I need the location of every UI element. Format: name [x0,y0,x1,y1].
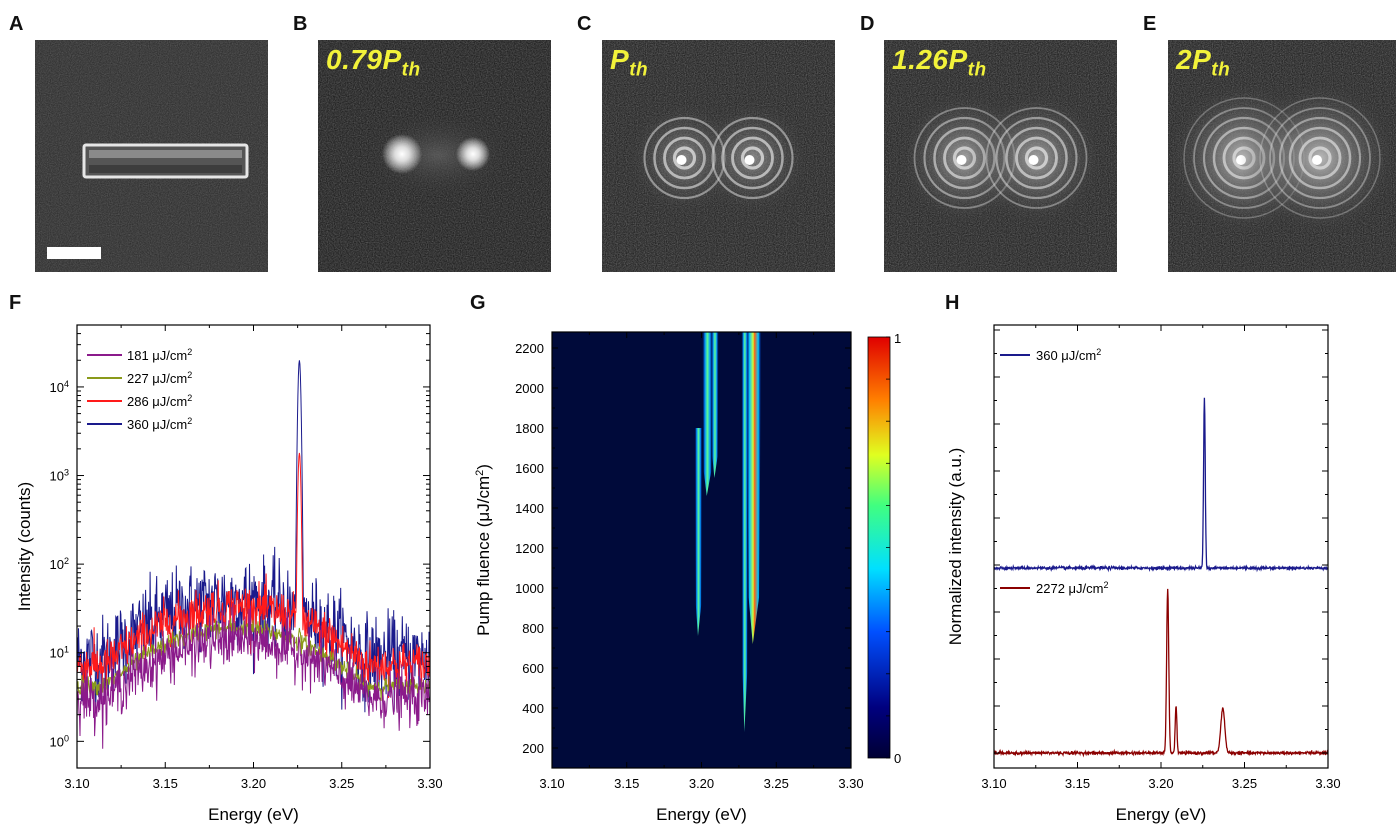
chart-g-y-tick-label: 1200 [515,541,544,556]
chart-f-x-tick-label: 3.15 [153,776,178,791]
chart-h-legend-1: 2272 μJ/cm2 [1000,580,1108,596]
chart-g-y-tick-label: 2000 [515,381,544,396]
chart-f-y-tick-label: 101 [50,645,69,661]
chart-g-y-tick-label: 600 [522,661,544,676]
legend-label-f-3: 360 μJ/cm2 [127,416,192,432]
panel-label-e: E [1143,13,1157,35]
chart-f-y-tick-label: 103 [50,468,69,484]
chart-f-x-title: Energy (eV) [208,805,299,824]
chart-h-x-tick-label: 3.25 [1232,776,1257,791]
chart-f-x-tick-label: 3.10 [64,776,89,791]
chart-g-x-title: Energy (eV) [656,805,747,824]
legend-label-f-0: 181 μJ/cm2 [127,347,192,363]
panel-label-a: A [9,13,24,35]
series-line-h-1 [993,588,1329,758]
chart-g-y-tick-label: 400 [522,701,544,716]
colorbar-tick-min: 0 [894,751,901,766]
chart-g-x-tick-label: 3.30 [838,776,863,791]
chart-g-y-tick-label: 1600 [515,461,544,476]
heatmap-mode-1 [702,332,713,496]
panel-label-h: H [945,292,960,314]
chart-f: 3.10 3.15 3.20 3.25 3.30 100 101 102 103 104 Energ… [15,324,443,824]
heatmap-mode-4 [746,332,762,644]
legend-label-h-0: 360 μJ/cm2 [1036,347,1101,363]
chart-f-x-tick-label: 3.20 [241,776,266,791]
chart-g-y-tick-label: 2200 [515,341,544,356]
chart-h-x-tick-label: 3.15 [1065,776,1090,791]
chart-h-x-tick-label: 3.20 [1148,776,1173,791]
emission-image-c: Pth [602,40,835,272]
chart-h-x-tick-label: 3.10 [981,776,1006,791]
heatmap-mode-3 [741,332,749,732]
power-label-d: 1.26Pth [892,44,987,81]
chart-f-x-tick-label: 3.30 [417,776,442,791]
chart-h-frame [993,324,1329,769]
chart-f-x-ticks: 3.10 3.15 3.20 3.25 3.30 [64,325,443,791]
chart-g-x-tick-label: 3.20 [689,776,714,791]
chart-h-x-ticks: 3.10 3.15 3.20 3.25 3.30 [981,325,1341,791]
chart-f-x-tick-label: 3.25 [329,776,354,791]
panel-label-g: G [470,292,486,314]
chart-g-y-tick-label: 1400 [515,501,544,516]
chart-h-y-title: Normalized intensity (a.u.) [946,448,965,645]
chart-f-y-tick-label: 100 [50,733,69,749]
chart-h: 3.10 3.15 3.20 3.25 3.30 Energy (eV) Normalize… [946,324,1341,824]
legend-label-f-1: 227 μJ/cm2 [127,370,192,386]
emission-image-d: 1.26Pth [884,40,1117,272]
chart-f-series-group [77,360,430,749]
chart-g-y-ticks: 200 400 600 800 1000 1200 1400 1600 1800 2000 2200 [515,341,851,756]
chart-g: 3.10 3.15 3.20 3.25 3.3020040060080010001200… [474,331,901,824]
heatmap-mode-2 [711,332,719,478]
chart-g-y-tick-label: 1000 [515,581,544,596]
panel-label-d: D [860,13,875,35]
chart-g-x-tick-label: 3.25 [764,776,789,791]
series-line-h-0 [993,397,1329,573]
chart-h-legend-0: 360 μJ/cm2 [1000,347,1101,363]
power-label-e: 2Pth [1176,44,1231,81]
chart-f-y-tick-label: 104 [50,379,69,395]
colorbar-tick-max: 1 [894,331,901,346]
chart-g-y-tick-label: 1800 [515,421,544,436]
emission-image-b: 0.79Pth [318,40,551,272]
legend-label-f-2: 286 μJ/cm2 [127,393,192,409]
chart-h-x-title: Energy (eV) [1116,805,1207,824]
chart-f-y-ticks: 100 101 102 103 104 [50,333,430,749]
emission-image-e: 2Pth [1168,40,1396,272]
chart-g-colorbar: 10 [867,331,901,766]
chart-h-x-tick-label: 3.30 [1315,776,1340,791]
sem-image-svg [35,40,268,272]
scale-bar [47,247,101,259]
sem-image [35,40,268,272]
chart-g-x-tick-label: 3.15 [614,776,639,791]
heatmap-mode-0 [694,428,703,636]
panel-label-c: C [577,13,592,35]
panel-label-b: B [293,13,308,35]
chart-g-x-ticks: 3.10 3.15 3.20 3.25 3.30 [539,332,864,791]
chart-g-y-tick-label: 200 [522,741,544,756]
chart-h-y-ticks [994,329,1328,754]
legend-label-h-1: 2272 μJ/cm2 [1036,580,1108,596]
chart-f-y-tick-label: 102 [50,556,69,572]
chart-g-y-tick-label: 800 [522,621,544,636]
chart-f-legend: 181 μJ/cm2 227 μJ/cm2 286 μJ/cm2 360 μJ/cm2 [87,347,192,432]
series-line-f-0 [77,603,430,749]
chart-g-x-tick-label: 3.10 [539,776,564,791]
panel-label-f: F [9,292,22,314]
power-label-c: Pth [610,44,649,81]
power-label-b: 0.79Pth [326,44,421,81]
chart-g-y-title: Pump fluence (μJ/cm2) [474,464,493,636]
chart-f-y-title: Intensity (counts) [15,482,34,611]
